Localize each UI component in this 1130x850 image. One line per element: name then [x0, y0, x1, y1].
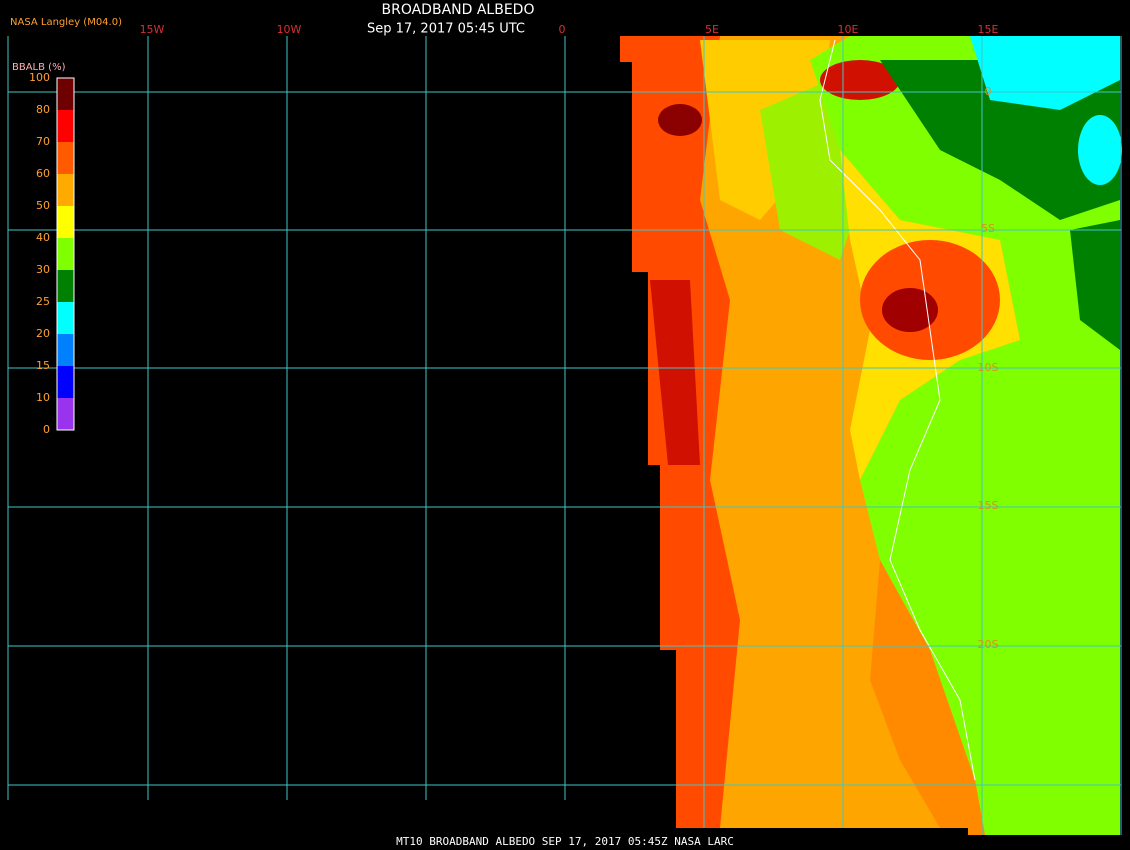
colorbar-label: 20	[36, 327, 50, 340]
source: NASA Langley (M04.0)	[10, 17, 122, 28]
colorbar-segment	[57, 238, 74, 270]
albedo-image	[620, 36, 1122, 835]
colorbar-label: 40	[36, 231, 50, 244]
latitude-label: 10S	[978, 361, 999, 374]
latitude-label: 20S	[978, 638, 999, 651]
colorbar-label: 100	[29, 71, 50, 84]
colorbar-label: 50	[36, 199, 50, 212]
coastline	[819, 39, 976, 781]
colorbar-segment	[57, 110, 74, 142]
dark-patch	[658, 104, 702, 136]
longitude-label: 5E	[705, 23, 719, 36]
colorbar-segment	[57, 206, 74, 238]
colorbar-frame	[56, 77, 75, 431]
subtitle: Sep 17, 2017 05:45 UTC	[367, 22, 525, 37]
grid	[7, 36, 1122, 835]
colorbar-label: 30	[36, 263, 50, 276]
title: BROADBAND ALBEDO	[382, 2, 535, 18]
colorbar-label: 0	[43, 423, 50, 436]
longitude-label: 10W	[277, 23, 302, 36]
colorbar-segment	[57, 366, 74, 398]
dark-highland	[882, 288, 938, 332]
colorbar-label: 25	[36, 295, 50, 308]
dark-green	[1070, 220, 1120, 350]
grid-labels: 15W 10W 0 5E 10E 15E 0 5S 10S 15S 20S	[140, 23, 999, 651]
longitude-label: 10E	[838, 23, 859, 36]
dark-patch	[820, 60, 900, 100]
longitude-label: 15E	[978, 23, 999, 36]
colorbar-segment	[57, 398, 74, 430]
legend-title: BBALB (%)	[12, 62, 66, 73]
colorbar-segment	[57, 174, 74, 206]
colorbar-label: 10	[36, 391, 50, 404]
colorbar-segment	[57, 270, 74, 302]
colorbar-label: 60	[36, 167, 50, 180]
longitude-label: 0	[559, 23, 566, 36]
longitude-label: 15W	[140, 23, 165, 36]
footer: MT10 BROADBAND ALBEDO SEP 17, 2017 05:45…	[396, 835, 734, 848]
colorbar-segment	[57, 302, 74, 334]
dark-strip	[650, 280, 700, 465]
latitude-label: 5S	[981, 222, 995, 235]
colorbar-segment	[57, 334, 74, 366]
coastal-band	[870, 560, 985, 835]
colorbar-label: 70	[36, 135, 50, 148]
colorbar-segment	[57, 142, 74, 174]
colorbar-segment	[57, 78, 74, 110]
latitude-label: 15S	[978, 499, 999, 512]
green-region	[810, 36, 1120, 835]
colorbar-label: 80	[36, 103, 50, 116]
lake	[1078, 115, 1122, 185]
colorbar-label: 15	[36, 359, 50, 372]
latitude-label: 0	[985, 85, 992, 98]
